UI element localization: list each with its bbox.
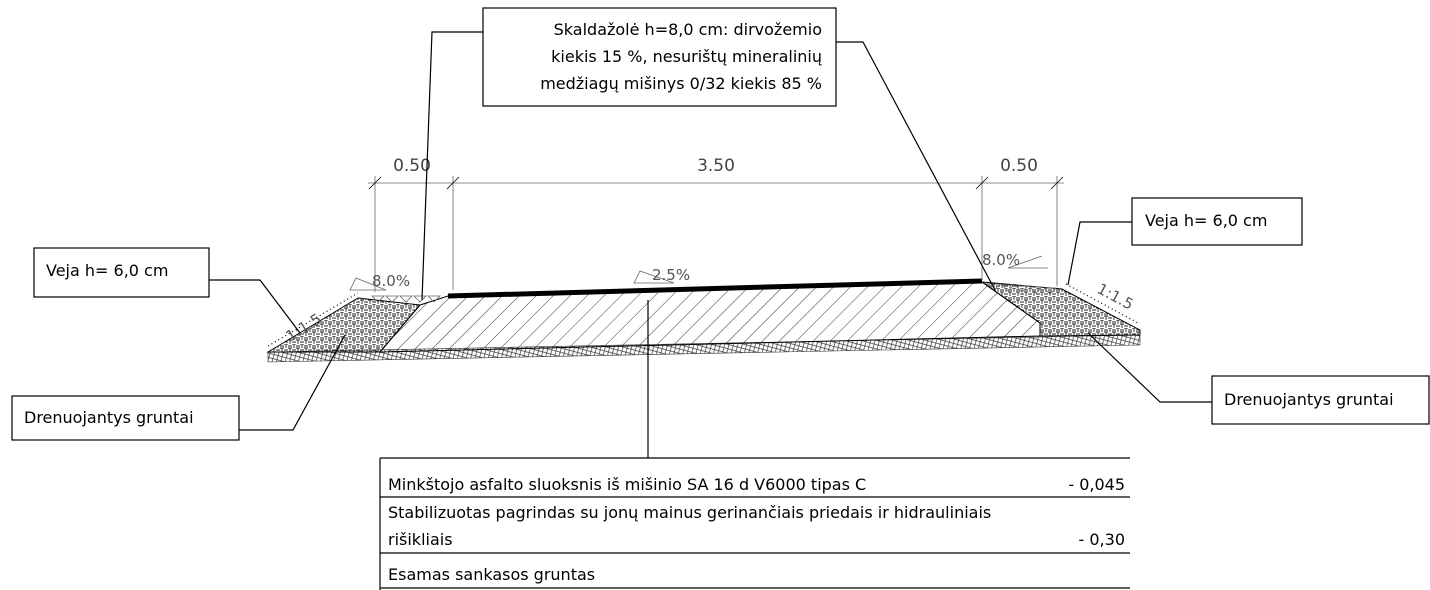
- dimension: 0.50: [1000, 156, 1038, 176]
- layer-name: rišikliais: [388, 530, 453, 549]
- layer-thickness: - 0,045: [1068, 475, 1125, 494]
- side-slope: 1:1.5: [1094, 280, 1136, 314]
- callout-text: Veja h= 6,0 cm: [1145, 211, 1267, 230]
- callout-text: medžiagų mišinys 0/32 kiekis 85 %: [540, 74, 822, 93]
- callout-text: Drenuojantys gruntai: [1224, 390, 1394, 409]
- leaders: [209, 31, 1212, 590]
- callout-text: Skaldažolė h=8,0 cm: dirvožemio: [554, 20, 822, 39]
- callout-text: Drenuojantys gruntai: [24, 408, 194, 427]
- slope: 8.0%: [372, 272, 410, 290]
- callout-text: kiekis 15 %, nesurištų mineralinių: [551, 47, 822, 66]
- layer-name: Esamas sankasos gruntas: [388, 565, 595, 584]
- layer-name: Stabilizuotas pagrindas su jonų mainus g…: [388, 503, 991, 522]
- slope: 8.0%: [982, 251, 1020, 269]
- dimension: 0.50: [393, 156, 431, 176]
- embankment: [266, 278, 1141, 363]
- slope: 2.5%: [652, 266, 690, 284]
- callout-box: [1131, 197, 1303, 246]
- callout-box: [1211, 375, 1430, 425]
- dimension: 3.50: [697, 156, 735, 176]
- layer-name: Minkštojo asfalto sluoksnis iš mišinio S…: [388, 475, 866, 494]
- callout-box: [11, 395, 240, 441]
- callout-box: [482, 7, 837, 107]
- callout-box: [33, 247, 210, 298]
- dimensions: [349, 176, 1064, 292]
- layer-thickness: - 0,30: [1079, 530, 1125, 549]
- callout-text: Veja h= 6,0 cm: [46, 261, 168, 280]
